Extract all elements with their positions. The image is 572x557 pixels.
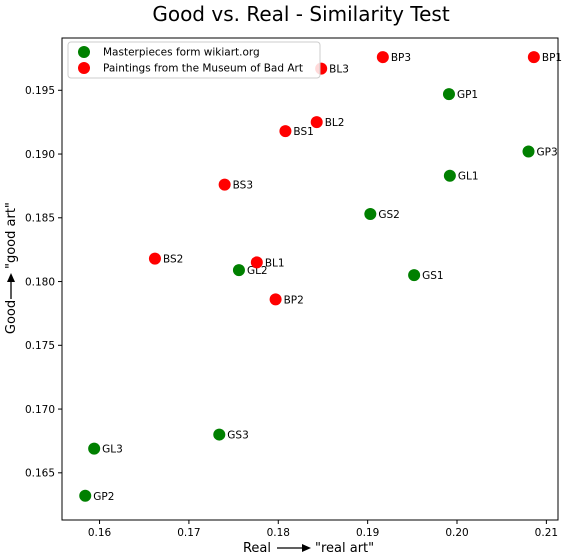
y-tick-label: 0.185 [25, 213, 55, 225]
x-tick-label: 0.21 [535, 527, 558, 539]
x-tick-label: 0.16 [88, 527, 112, 539]
point-label-bl2: BL2 [325, 117, 345, 129]
chart-title: Good vs. Real - Similarity Test [152, 2, 450, 26]
point-label-bl1: BL1 [265, 257, 285, 269]
data-point-gl1 [443, 169, 456, 182]
x-axis-label: Real "real art" [243, 541, 374, 556]
x-axis-label-arrow-head [302, 544, 311, 552]
x-tick-label: 0.20 [445, 527, 468, 539]
y-axis: 0.165 0.170 0.175 0.180 0.185 0.190 0.195 [25, 85, 62, 480]
y-axis-label-right: "good art" [4, 202, 19, 269]
point-label-gp3: GP3 [537, 146, 558, 158]
data-point-bl2 [310, 116, 323, 129]
data-point-bs1 [279, 125, 292, 138]
point-label-bp2: BP2 [284, 294, 304, 306]
point-label-gp1: GP1 [457, 89, 478, 101]
legend-label-masterpieces: Masterpieces form wikiart.org [103, 47, 260, 59]
point-label-gl3: GL3 [102, 444, 123, 456]
y-tick-label: 0.175 [25, 340, 55, 352]
data-point-bp3 [376, 51, 389, 64]
point-label-bs1: BS1 [293, 126, 313, 138]
y-tick-label: 0.180 [25, 276, 55, 288]
point-label-bp1: BP1 [542, 52, 562, 64]
data-point-gp1 [442, 88, 455, 101]
data-point-bp1 [527, 51, 540, 64]
y-axis-label-left: Good [4, 300, 19, 334]
y-tick-label: 0.195 [25, 85, 55, 97]
point-label-bs2: BS2 [163, 254, 183, 266]
y-tick-label: 0.170 [25, 404, 55, 416]
y-tick-label: 0.165 [25, 468, 55, 480]
x-axis-label-left: Real [243, 541, 271, 556]
x-tick-label: 0.19 [356, 527, 379, 539]
plot-points: GP1 GP3 GL1 GS2 GS1 GL2 GS3 GL3 GP2 BP1 BP3 BL3 BL2 B… [79, 51, 562, 503]
point-label-bl3: BL3 [329, 64, 349, 76]
data-point-gp3 [522, 145, 535, 158]
point-label-gl2: GL2 [247, 265, 268, 277]
data-point-bs2 [148, 252, 161, 265]
legend-marker-bad-art [78, 62, 90, 74]
plot-frame [61, 37, 559, 521]
y-axis-label-arrow-head [7, 273, 15, 282]
data-point-bs3 [218, 178, 231, 191]
data-point-bp2 [269, 293, 282, 306]
data-point-gp2 [79, 489, 92, 502]
data-point-gl2 [232, 264, 245, 277]
data-point-gs2 [364, 207, 377, 220]
data-point-bl1 [250, 256, 263, 269]
data-point-gl3 [88, 442, 101, 455]
point-label-gs3: GS3 [227, 430, 248, 442]
legend-box [67, 41, 321, 79]
y-tick-label: 0.190 [25, 149, 55, 161]
y-axis-label: Good "good art" [4, 202, 19, 334]
x-axis-label-right: "real art" [315, 541, 374, 556]
point-label-gp2: GP2 [93, 491, 114, 503]
x-axis: 0.16 0.17 0.18 0.19 0.20 0.21 [88, 520, 558, 539]
point-label-gs2: GS2 [378, 209, 399, 221]
point-label-bs3: BS3 [233, 180, 253, 192]
point-label-bp3: BP3 [391, 52, 411, 64]
legend: Masterpieces form wikiart.org Paintings … [67, 41, 321, 79]
point-label-gl1: GL1 [458, 171, 479, 183]
data-point-gs3 [213, 428, 226, 441]
point-label-gs1: GS1 [422, 270, 443, 282]
legend-marker-masterpieces [78, 46, 90, 58]
x-tick-label: 0.17 [177, 527, 200, 539]
data-point-gs1 [408, 269, 421, 282]
legend-label-bad-art: Paintings from the Museum of Bad Art [103, 63, 303, 75]
x-tick-label: 0.18 [267, 527, 290, 539]
